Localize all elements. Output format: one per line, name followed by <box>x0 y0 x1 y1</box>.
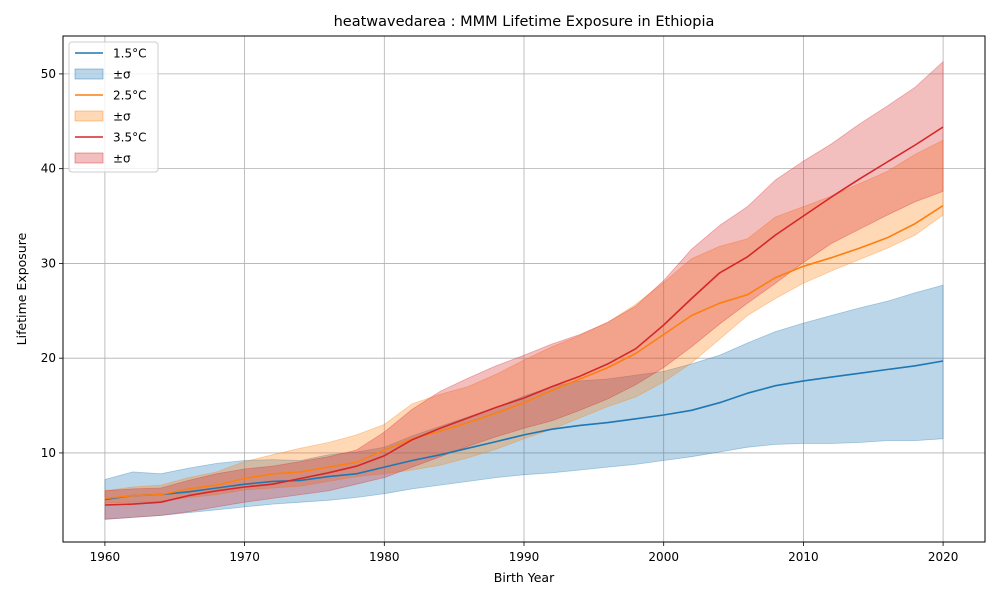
y-tick-label: 30 <box>41 256 56 270</box>
y-tick-label: 50 <box>41 67 56 81</box>
legend-band-label: ±σ <box>113 110 131 124</box>
band-series-2 <box>104 139 944 504</box>
x-tick-label: 1980 <box>369 550 400 564</box>
x-tick-label: 1960 <box>90 550 121 564</box>
legend-series-label: 2.5°C <box>113 89 146 103</box>
line-series-3 <box>104 126 944 506</box>
series-lines <box>104 126 944 506</box>
y-axis-label: Lifetime Exposure <box>14 232 29 345</box>
legend-series-label: 3.5°C <box>113 131 146 145</box>
x-axis-label: Birth Year <box>494 570 555 585</box>
legend-band-label: ±σ <box>113 68 131 82</box>
y-tick-label: 10 <box>41 446 56 460</box>
legend-band-swatch <box>74 152 104 164</box>
band-series-3 <box>104 60 944 520</box>
grid <box>63 36 985 542</box>
chart-title: heatwavedarea : MMM Lifetime Exposure in… <box>334 14 715 30</box>
y-tick-label: 40 <box>41 162 56 176</box>
legend-band-swatch <box>74 110 104 122</box>
line-series-2 <box>104 204 944 500</box>
legend: 1.5°C ±σ 2.5°C ±σ 3.5°C ±σ <box>68 41 159 173</box>
y-axis-ticks: 10 20 30 40 50 <box>41 67 63 460</box>
x-axis-ticks: 1960 1970 1980 1990 2000 2010 2020 <box>90 542 959 564</box>
y-tick-label: 20 <box>41 351 56 365</box>
x-tick-label: 1990 <box>509 550 540 564</box>
line-series-1 <box>104 360 944 501</box>
x-tick-label: 2020 <box>928 550 959 564</box>
x-tick-label: 2010 <box>788 550 819 564</box>
legend-box <box>68 41 159 173</box>
legend-band-swatch <box>74 68 104 80</box>
legend-band-label: ±σ <box>113 152 131 166</box>
x-tick-label: 1970 <box>229 550 260 564</box>
x-tick-label: 2000 <box>648 550 679 564</box>
legend-series-label: 1.5°C <box>113 47 146 61</box>
